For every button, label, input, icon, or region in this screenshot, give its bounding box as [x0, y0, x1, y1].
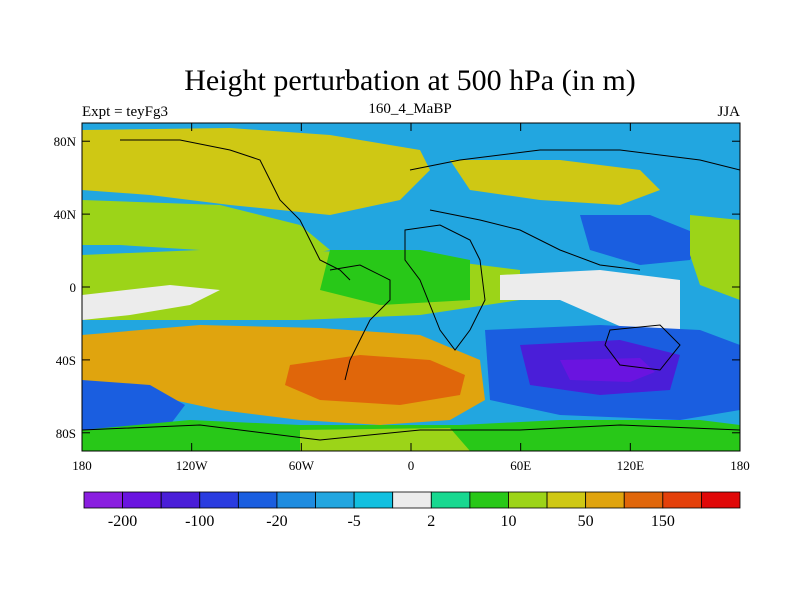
height-field [82, 123, 740, 451]
x-tick-label: 60E [510, 458, 531, 473]
east-asia-blue-low [580, 215, 700, 265]
north-pacific-green [82, 200, 330, 260]
x-tick-label: 120W [176, 458, 209, 473]
colorbar-label: 2 [427, 513, 435, 530]
colorbar-label: 150 [651, 513, 675, 530]
australia-outline [604, 324, 681, 371]
equator-green-core [320, 250, 470, 305]
colorbar-label: -100 [185, 513, 214, 530]
x-axis: 180 120W 60W 0 60E 120E 180 [72, 123, 750, 473]
antarctic-yellow [300, 428, 470, 451]
south-america-outline [329, 264, 391, 381]
colorbar-swatch [430, 491, 471, 509]
north-band-contour [82, 128, 430, 215]
y-tick-label: 80N [54, 134, 77, 149]
x-tick-label: 180 [730, 458, 750, 473]
south-pacific-blue [82, 380, 185, 435]
colorbar-swatch [623, 491, 664, 509]
y-tick-label: 40S [56, 353, 76, 368]
colorbar-swatch [546, 491, 587, 509]
south-atlantic-core [285, 355, 465, 405]
equator-white-zone-west [82, 285, 220, 320]
x-tick-label: 180 [72, 458, 92, 473]
x-tick-label: 0 [408, 458, 415, 473]
chart-title: Height perturbation at 500 hPa (in m) [184, 64, 636, 97]
south-indian-center [560, 358, 655, 382]
case-label: 160_4_MaBP [368, 101, 451, 117]
colorbar-label: -5 [347, 513, 360, 530]
y-tick-label: 40N [54, 207, 77, 222]
africa-outline [404, 224, 486, 351]
colorbar: -200 -100 -20 -5 2 10 50 150 [83, 491, 741, 530]
east-pacific-green [690, 215, 740, 300]
north-america-outline [120, 139, 351, 281]
coastlines [82, 139, 740, 441]
season-label: JJA [717, 104, 740, 120]
colorbar-swatch [469, 491, 509, 509]
colorbar-swatch [585, 491, 625, 509]
colorbar-label: -200 [108, 513, 137, 530]
colorbar-swatch [662, 491, 702, 509]
colorbar-label: 50 [578, 513, 594, 530]
colorbar-label: 10 [500, 513, 516, 530]
colorbar-swatch [392, 491, 432, 509]
colorbar-swatch [237, 491, 278, 509]
colorbar-swatch [276, 491, 316, 509]
colorbar-swatch [160, 491, 201, 509]
colorbar-swatch [122, 491, 162, 509]
colorbar-swatch [315, 491, 355, 509]
colorbar-label: -20 [266, 513, 287, 530]
x-tick-label: 60W [289, 458, 315, 473]
x-tick-label: 120E [617, 458, 645, 473]
colorbar-swatch [701, 491, 741, 509]
equator-white-zone-east [500, 270, 680, 335]
colorbar-swatch [353, 491, 394, 509]
y-tick-label: 0 [70, 280, 77, 295]
north-band-contour-east [450, 160, 660, 205]
colorbar-swatch [83, 491, 123, 509]
experiment-label: Expt = teyFg3 [82, 104, 168, 120]
y-tick-label: 80S [56, 426, 76, 441]
antarctica-outline [82, 424, 740, 441]
eurasia-outline [409, 149, 740, 271]
colorbar-swatch [199, 491, 239, 509]
colorbar-swatch [508, 491, 548, 509]
y-axis: 80N 40N 0 40S 80S [54, 134, 740, 441]
